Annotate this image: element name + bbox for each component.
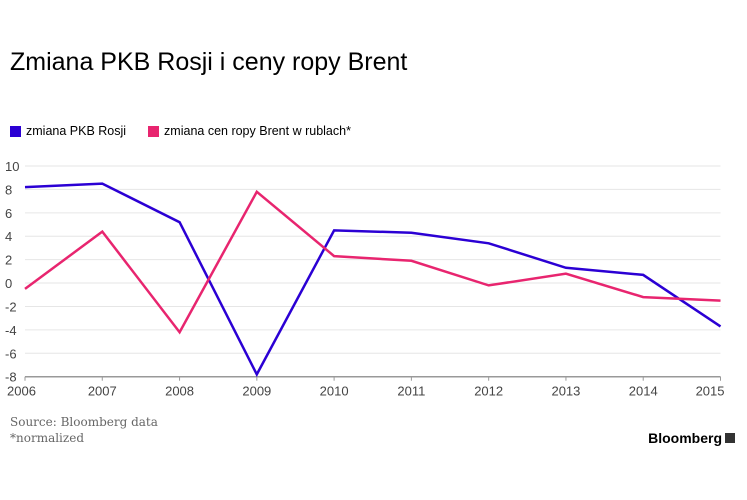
x-tick-label: 2013 [551, 384, 580, 399]
y-tick-label: -6 [5, 346, 17, 361]
x-tick-label: 2007 [88, 384, 117, 399]
y-tick-label: 0 [5, 276, 12, 291]
y-tick-label: 8 [5, 182, 12, 197]
bloomberg-logo-icon [725, 433, 735, 443]
series-line-gdp [24, 182, 722, 378]
source-note: Source: Bloomberg data *normalized [10, 414, 158, 446]
legend-swatch-gdp [10, 125, 21, 137]
bloomberg-logo: Bloomberg [648, 430, 735, 446]
x-tick-label: 2015 [696, 384, 725, 399]
x-tick-label: 2006 [7, 384, 36, 399]
y-tick-label: -8 [5, 370, 17, 385]
y-tick-label: -4 [5, 323, 17, 338]
legend-item-brent: zmiana cen ropy Brent w rublach* [148, 124, 351, 138]
x-tick-label: 2012 [474, 384, 503, 399]
x-tick-label: 2010 [320, 384, 349, 399]
series-line-brent [24, 189, 721, 335]
x-tick-label: 2014 [629, 384, 658, 399]
x-tick-label: 2008 [165, 384, 194, 399]
legend-item-gdp: zmiana PKB Rosji [10, 124, 126, 138]
chart-title: Zmiana PKB Rosji i ceny ropy Brent [10, 48, 408, 76]
y-tick-label: -2 [5, 299, 17, 314]
x-tick-label: 2009 [242, 384, 271, 399]
legend-swatch-brent [148, 125, 160, 137]
y-tick-label: 6 [5, 206, 12, 221]
normalized-note: *normalized [10, 431, 85, 445]
y-tick-label: 4 [5, 229, 12, 244]
x-tick-label: 2011 [397, 384, 425, 399]
brand-text: Bloomberg [648, 430, 722, 446]
legend: zmiana PKB Rosji zmiana cen ropy Brent w… [10, 124, 351, 138]
source-text: Source: Bloomberg data [10, 415, 158, 429]
legend-label-gdp: zmiana PKB Rosji [26, 124, 127, 138]
y-tick-label: 10 [5, 159, 19, 174]
legend-label-brent: zmiana cen ropy Brent w rublach* [164, 124, 351, 138]
y-tick-label: 2 [5, 253, 12, 268]
